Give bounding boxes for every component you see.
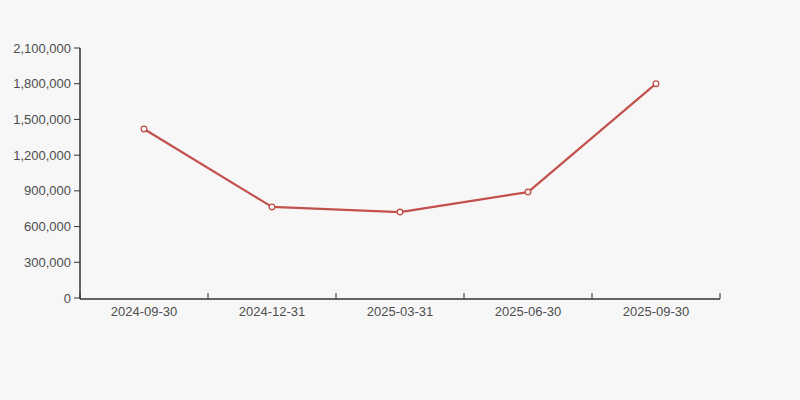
chart-canvas: 0 300,000 600,000 900,000 1,200,000 1,500,000… xyxy=(0,0,800,400)
data-point-marker[interactable] xyxy=(269,204,275,210)
y-axis-tick-label: 600,000 xyxy=(24,219,71,234)
series-line xyxy=(144,84,656,212)
y-axis-tick-label: 1,200,000 xyxy=(13,148,71,163)
y-axis-tick-label: 300,000 xyxy=(24,255,71,270)
x-axis-tick-label: 2024-09-30 xyxy=(111,304,178,319)
line-chart: 0 300,000 600,000 900,000 1,200,000 1,500,000… xyxy=(0,0,800,400)
x-axis-tick-label: 2025-03-31 xyxy=(367,304,434,319)
x-axis-tick-label: 2025-09-30 xyxy=(623,304,690,319)
x-axis-tick-label: 2024-12-31 xyxy=(239,304,306,319)
data-point-marker[interactable] xyxy=(141,126,147,132)
y-axis-tick-label: 0 xyxy=(64,291,71,306)
data-point-marker[interactable] xyxy=(525,189,531,195)
y-axis-tick-label: 1,500,000 xyxy=(13,112,71,127)
y-axis-tick-label: 900,000 xyxy=(24,183,71,198)
y-axis-tick-label: 2,100,000 xyxy=(13,41,71,56)
data-point-marker[interactable] xyxy=(653,81,659,87)
x-axis-tick-label: 2025-06-30 xyxy=(495,304,562,319)
y-axis-tick-label: 1,800,000 xyxy=(13,76,71,91)
data-point-marker[interactable] xyxy=(397,209,403,215)
